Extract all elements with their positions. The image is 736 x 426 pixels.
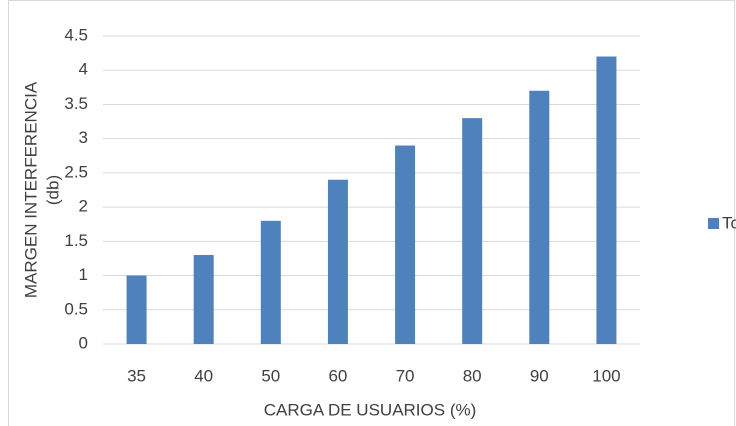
x-tick-label: 90 bbox=[530, 366, 549, 385]
bar bbox=[193, 255, 214, 344]
legend-label: Total bbox=[722, 213, 736, 232]
y-axis-title-line: MARGEN INTERFERENCIA bbox=[21, 81, 40, 298]
y-tick-label: 1.5 bbox=[64, 231, 88, 250]
x-tick-label: 100 bbox=[592, 366, 620, 385]
chart-frame bbox=[8, 0, 735, 426]
bar bbox=[529, 90, 550, 344]
x-tick-label: 50 bbox=[261, 366, 280, 385]
y-tick-label: 4.5 bbox=[64, 25, 88, 44]
y-tick-label: 2.5 bbox=[64, 162, 88, 181]
y-tick-label: 1 bbox=[79, 265, 88, 284]
legend-swatch bbox=[708, 218, 719, 229]
bar bbox=[395, 145, 416, 344]
y-tick-label: 4 bbox=[79, 60, 88, 79]
y-tick-label: 0 bbox=[79, 333, 88, 352]
y-tick-label: 0.5 bbox=[64, 299, 88, 318]
y-tick-label: 2 bbox=[79, 197, 88, 216]
x-tick-label: 70 bbox=[396, 366, 415, 385]
x-tick-label: 40 bbox=[194, 366, 213, 385]
x-tick-label: 60 bbox=[328, 366, 347, 385]
bar bbox=[260, 220, 281, 344]
bar bbox=[596, 56, 617, 345]
y-tick-label: 3 bbox=[79, 128, 88, 147]
bar bbox=[327, 179, 348, 344]
bar bbox=[126, 275, 147, 344]
y-axis-title: MARGEN INTERFERENCIA (db) bbox=[21, 81, 62, 298]
x-tick-label: 35 bbox=[127, 366, 146, 385]
x-axis-title: CARGA DE USUARIOS (%) bbox=[264, 400, 477, 419]
x-tick-label: 80 bbox=[463, 366, 482, 385]
y-axis-title-line: (db) bbox=[43, 175, 62, 205]
y-tick-label: 3.5 bbox=[64, 94, 88, 113]
bar bbox=[462, 118, 483, 344]
